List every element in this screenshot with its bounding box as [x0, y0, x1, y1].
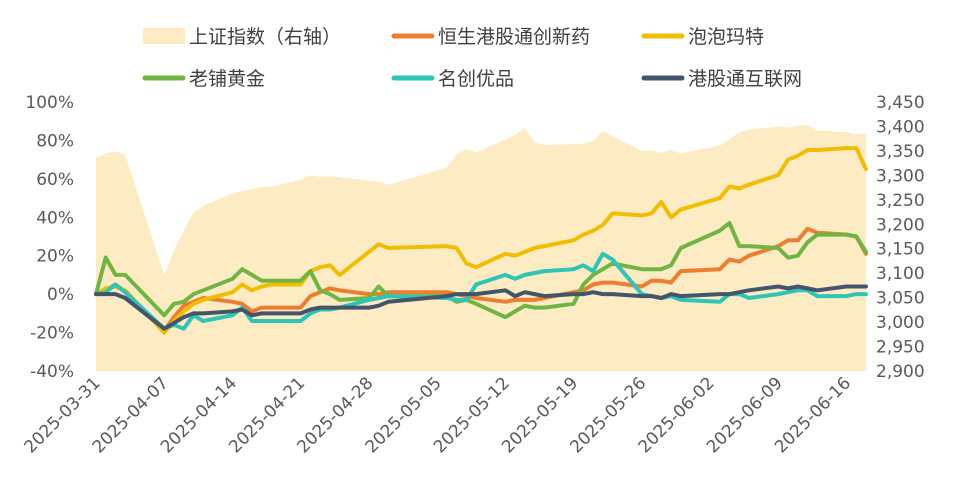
right-axis-tick-label: 2,900 — [876, 362, 925, 382]
left-axis-tick-label: 60% — [36, 170, 74, 190]
right-axis-tick-label: 3,050 — [876, 289, 925, 309]
left-axis-tick-label: 20% — [36, 247, 74, 267]
right-axis-tick-label: 3,300 — [876, 166, 925, 186]
series-line-3 — [94, 251, 868, 331]
legend-label: 上证指数（右轴） — [189, 26, 341, 48]
left-axis-tick-label: -20% — [30, 324, 74, 344]
left-axis-tick-label: -40% — [30, 362, 74, 382]
right-axis: 2,900 2,950 3,000 3,050 3,100 3,150 3,200 3,250… — [876, 93, 925, 382]
right-axis-tick-label: 3,150 — [876, 240, 925, 260]
left-axis-tick-label: 100% — [25, 93, 74, 113]
left-axis: -40% -20% 0% 20% 40% 60% 80% 100% — [25, 93, 74, 382]
series-line-1 — [94, 146, 868, 335]
x-axis: 2025-03-312025-04-072025-04-142025-04-21… — [21, 373, 856, 457]
legend-swatch — [143, 28, 185, 44]
series-line-0 — [94, 226, 868, 333]
series-layer — [94, 146, 868, 335]
left-axis-tick-label: 0% — [47, 285, 74, 305]
series-line-4 — [94, 284, 868, 331]
left-axis-tick-label: 40% — [36, 208, 74, 228]
right-axis-tick-label: 3,250 — [876, 191, 925, 211]
right-axis-tick-label: 3,000 — [876, 313, 925, 333]
legend-label: 港股通互联网 — [688, 68, 802, 90]
right-axis-tick-label: 3,400 — [876, 118, 925, 138]
right-axis-tick-label: 2,950 — [876, 338, 925, 358]
legend-label: 名创优品 — [438, 68, 514, 90]
series-line-2 — [94, 221, 868, 320]
right-axis-tick-label: 3,100 — [876, 264, 925, 284]
legend-label: 老铺黄金 — [189, 68, 265, 90]
legend-label: 恒生港股通创新药 — [438, 26, 590, 48]
right-axis-tick-label: 3,200 — [876, 215, 925, 235]
left-axis-tick-label: 80% — [36, 131, 74, 151]
legend-label: 泡泡玛特 — [688, 26, 764, 48]
right-axis-tick-label: 3,350 — [876, 142, 925, 162]
right-axis-tick-label: 3,450 — [876, 93, 925, 113]
